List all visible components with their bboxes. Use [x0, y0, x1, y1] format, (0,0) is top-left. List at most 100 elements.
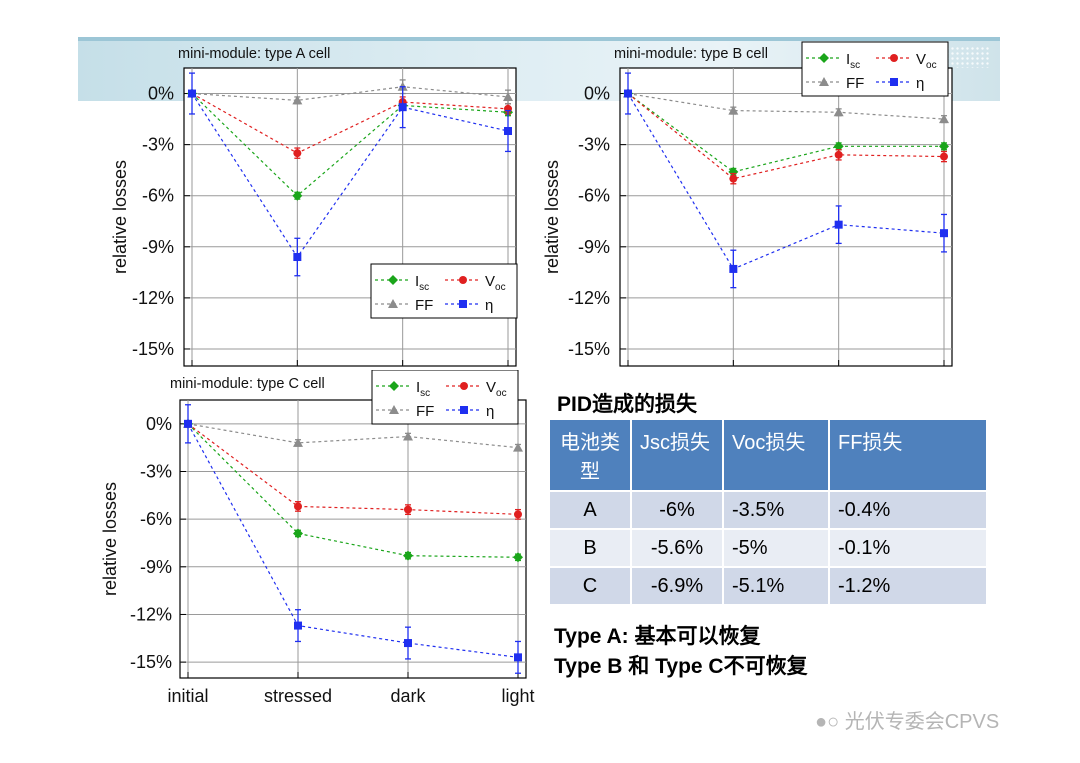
table-title: PID造成的损失: [557, 393, 698, 416]
data-point: [834, 150, 843, 159]
table-cell: -0.4%: [828, 490, 988, 530]
series-line: [191, 93, 509, 154]
table-cell: -3.5%: [722, 490, 830, 530]
plot-area: [179, 399, 527, 679]
data-point: [403, 431, 413, 441]
legend-label: FF: [415, 297, 433, 314]
data-point: [293, 437, 303, 447]
legend-marker: [819, 53, 829, 63]
legend-box: [801, 41, 949, 97]
data-point: [404, 505, 412, 514]
legend-marker: [389, 405, 399, 414]
data-point: [728, 166, 739, 177]
table-row: C -6.9% -5.1% -1.2%: [548, 566, 988, 606]
chart-type-b: 0%-3%-6%-9%-12%-15%initialstresseddarkli…: [542, 41, 953, 367]
legend-label: Isc: [415, 273, 429, 293]
series-line: [187, 423, 519, 658]
series-line: [627, 93, 945, 180]
table-row: B -5.6% -5% -0.1%: [548, 528, 988, 568]
data-point: [514, 510, 522, 519]
data-point: [503, 91, 513, 101]
table-cell: A: [548, 490, 632, 530]
table-cell: C: [548, 566, 632, 606]
x-tick-label: dark: [390, 686, 426, 706]
table-cell: -5%: [722, 528, 830, 568]
banner-dot-pattern: [940, 46, 990, 68]
y-tick-label: -12%: [130, 604, 172, 624]
legend: Isc Voc FF η: [801, 41, 949, 97]
data-point: [728, 105, 739, 115]
chart-title: mini-module: type C cell: [170, 376, 325, 392]
legend-label: Voc: [916, 51, 937, 71]
chart-title: mini-module: type B cell: [614, 46, 768, 62]
y-tick-label: -15%: [132, 339, 174, 359]
table-header-row: 电池类型 Jsc损失 Voc损失 FF损失: [548, 418, 988, 492]
data-point: [504, 127, 512, 136]
legend-label: FF: [416, 403, 434, 420]
series-line: [187, 423, 519, 558]
series-voc: [184, 419, 522, 520]
data-point: [624, 89, 632, 98]
watermark: ●○ 光伏专委会CPVS: [815, 705, 999, 734]
legend-label: η: [486, 403, 494, 420]
y-tick-label: -15%: [130, 652, 172, 672]
data-point: [833, 141, 844, 152]
legend-marker: [460, 406, 468, 414]
legend-marker: [460, 382, 468, 390]
note-type-bc: Type B 和 Type C不可恢复: [554, 655, 808, 678]
legend-label: η: [485, 297, 493, 314]
legend: Isc Voc FF η: [370, 263, 518, 319]
series-line: [191, 93, 509, 197]
data-point: [513, 442, 523, 452]
table-cell: -6%: [630, 490, 724, 530]
y-tick-label: -12%: [568, 288, 610, 308]
y-tick-label: -3%: [142, 135, 174, 155]
data-point: [292, 190, 303, 201]
note-type-a: Type A: 基本可以恢复: [554, 625, 761, 648]
y-axis-label: relative losses: [110, 160, 130, 274]
series-line: [187, 423, 519, 515]
pid-loss-table: 电池类型 Jsc损失 Voc损失 FF损失 A -6% -3.5% -0.4% …: [548, 418, 988, 606]
header-cell-type: 电池类型: [548, 418, 632, 492]
watermark-text: 光伏专委会CPVS: [844, 711, 1000, 733]
header-cell-voc: Voc损失: [722, 418, 830, 492]
y-axis-label: relative losses: [542, 160, 562, 274]
series-line: [191, 86, 509, 101]
table-cell: -5.1%: [722, 566, 830, 606]
data-point: [293, 253, 302, 262]
legend-label: Isc: [846, 51, 860, 71]
table-cell: -1.2%: [828, 566, 988, 606]
y-tick-label: -6%: [578, 186, 610, 206]
legend: Isc Voc FF η: [371, 370, 519, 425]
x-tick-label: stressed: [264, 686, 332, 706]
header-banner-rule: [78, 37, 1000, 41]
table-cell: -0.1%: [828, 528, 988, 568]
header-cell-jsc: Jsc损失: [630, 418, 724, 492]
table-cell: -5.6%: [630, 528, 724, 568]
legend-label: FF: [846, 75, 864, 92]
legend-marker: [459, 300, 467, 308]
y-tick-label: 0%: [584, 84, 610, 104]
data-point: [398, 103, 407, 112]
data-point: [403, 550, 413, 561]
data-point: [294, 502, 302, 511]
x-tick-label: light: [501, 686, 534, 706]
legend-marker: [890, 78, 898, 86]
y-tick-label: -3%: [140, 461, 172, 481]
legend-marker: [890, 54, 898, 62]
x-tick-label: initial: [167, 686, 208, 706]
series-line: [191, 93, 509, 259]
y-axis-label: relative losses: [100, 482, 120, 596]
series-ff: [623, 88, 949, 124]
data-point: [188, 89, 196, 98]
series-eta: [184, 404, 522, 674]
data-point: [939, 141, 949, 152]
legend-marker: [389, 381, 399, 391]
legend-marker: [459, 276, 467, 284]
data-point: [293, 528, 303, 539]
y-tick-label: -9%: [140, 557, 172, 577]
data-point: [292, 95, 303, 105]
plot-area: [619, 67, 953, 367]
legend-marker: [388, 299, 398, 308]
legend-box: [370, 263, 518, 319]
